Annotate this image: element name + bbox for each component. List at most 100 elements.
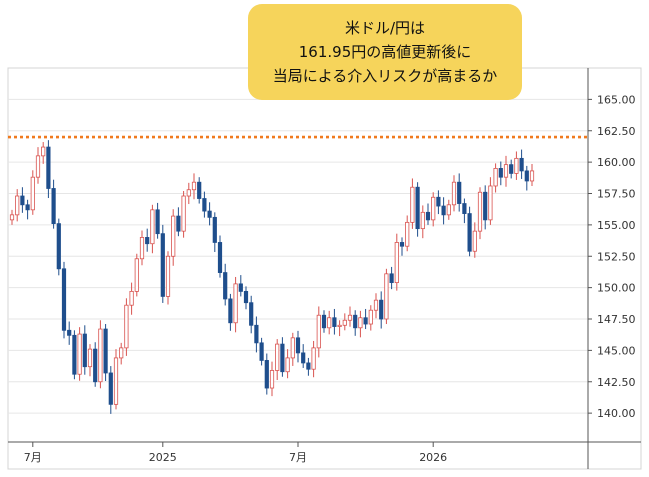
candle-body	[451, 181, 457, 206]
candle-body	[285, 357, 290, 373]
candle-body	[145, 237, 150, 245]
candle-body	[212, 216, 217, 243]
candle-body	[93, 348, 98, 383]
candle-body	[150, 209, 155, 245]
candle-body	[524, 170, 529, 182]
candle-body	[384, 273, 389, 320]
y-tick-labels: 165.00 162.50 160.00 157.50 155.00 152.50 150.…	[588, 93, 636, 420]
candle-body	[181, 195, 186, 232]
y-tick-label: 147.50	[597, 313, 636, 326]
candle-body	[488, 185, 493, 221]
candle-body	[529, 170, 535, 182]
y-tick-label: 160.00	[597, 156, 636, 169]
candle-body	[363, 317, 368, 325]
candle-body	[176, 215, 181, 232]
candle-body	[509, 164, 514, 174]
axes	[8, 68, 641, 469]
candle-body	[238, 283, 243, 292]
candle-body	[25, 204, 30, 211]
y-tick-label: 165.00	[597, 93, 636, 106]
candle-body	[514, 157, 519, 174]
y-tick-label: 162.50	[597, 125, 636, 138]
annotation-line-3: 当局による介入リスクが高まるか	[272, 67, 498, 85]
candle-body	[165, 255, 171, 297]
candle-body	[139, 237, 145, 260]
candle-body	[15, 195, 20, 216]
candle-body	[35, 155, 41, 178]
candle-body	[217, 242, 223, 273]
candle-body	[503, 164, 509, 178]
candle-body	[9, 214, 15, 221]
candle-body	[519, 157, 524, 172]
candle-body	[233, 283, 238, 324]
y-tick-label: 155.00	[597, 219, 636, 232]
annotation-line-1: 米ドル/円は	[344, 19, 426, 37]
candle-body	[20, 195, 25, 206]
y-tick-label: 152.50	[597, 250, 636, 263]
candle-body	[290, 337, 295, 359]
x-tick-label: 2026	[419, 451, 447, 464]
candle-body	[472, 230, 477, 252]
candles	[9, 140, 535, 414]
candle-body	[394, 242, 399, 284]
candle-body	[108, 372, 113, 405]
candle-body	[321, 314, 327, 329]
candle-body	[467, 213, 472, 252]
candle-body	[67, 329, 72, 336]
y-tick-label: 157.50	[597, 188, 636, 201]
candle-body	[457, 181, 462, 204]
candle-body	[223, 272, 228, 300]
candle-body	[56, 223, 61, 270]
candle-body	[103, 328, 108, 374]
candle-body	[228, 298, 233, 324]
candle-body	[483, 191, 488, 221]
candle-body	[186, 189, 191, 197]
x-tick-label: 2025	[149, 451, 177, 464]
candle-body	[254, 324, 259, 344]
candle-body	[337, 324, 342, 327]
candle-body	[431, 196, 436, 221]
candle-body	[280, 343, 285, 373]
candle-body	[72, 334, 77, 375]
candle-body	[171, 215, 176, 257]
candle-body	[498, 168, 503, 178]
candle-body	[134, 258, 139, 292]
candle-body	[197, 181, 202, 199]
candle-body	[191, 181, 197, 191]
candle-body	[243, 290, 249, 304]
candle-body	[441, 205, 446, 216]
candle-body	[493, 168, 498, 187]
candle-body	[425, 211, 431, 221]
candle-body	[30, 176, 35, 211]
candle-body	[332, 317, 337, 327]
candle-body	[87, 348, 93, 368]
candle-body	[249, 302, 254, 326]
annotation-callout: 米ドル/円は 161.95円の高値更新後に 当局による介入リスクが高まるか	[248, 4, 522, 100]
candle-body	[368, 309, 373, 325]
candle-body	[61, 268, 67, 331]
candle-body	[202, 198, 207, 212]
candle-body	[311, 347, 316, 370]
candle-body	[82, 333, 87, 368]
candle-body	[446, 204, 451, 216]
candle-body	[353, 314, 358, 329]
candle-body	[405, 221, 410, 247]
candle-body	[342, 319, 347, 326]
y-tick-label: 142.50	[597, 376, 636, 389]
candle-body	[477, 191, 483, 232]
candle-body	[264, 360, 269, 389]
candle-body	[436, 196, 441, 207]
candle-body	[316, 314, 321, 349]
y-tick-label: 140.00	[597, 407, 636, 420]
candle-body	[301, 352, 306, 364]
candle-body	[119, 347, 124, 359]
candle-body	[275, 343, 280, 371]
y-tick-label: 150.00	[597, 282, 636, 295]
candle-body	[207, 210, 212, 218]
candle-body	[389, 273, 394, 284]
candle-body	[358, 317, 363, 329]
candle-body	[46, 146, 51, 189]
x-tick-label: 7月	[24, 451, 42, 464]
